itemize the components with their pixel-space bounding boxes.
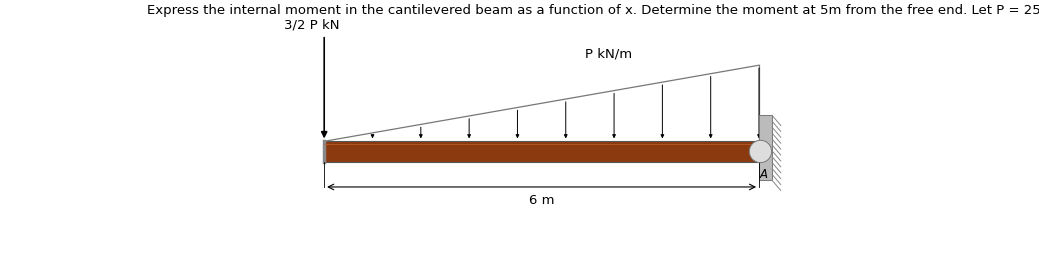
Text: P kN/m: P kN/m <box>585 48 632 61</box>
Text: 3/2 P kN: 3/2 P kN <box>285 19 340 32</box>
Text: Express the internal moment in the cantilevered beam as a function of x. Determi: Express the internal moment in the canti… <box>146 4 1039 17</box>
Bar <box>760 115 772 180</box>
Text: 6 m: 6 m <box>529 194 555 207</box>
Circle shape <box>749 140 772 163</box>
Bar <box>324 141 760 162</box>
Text: A: A <box>760 169 768 181</box>
